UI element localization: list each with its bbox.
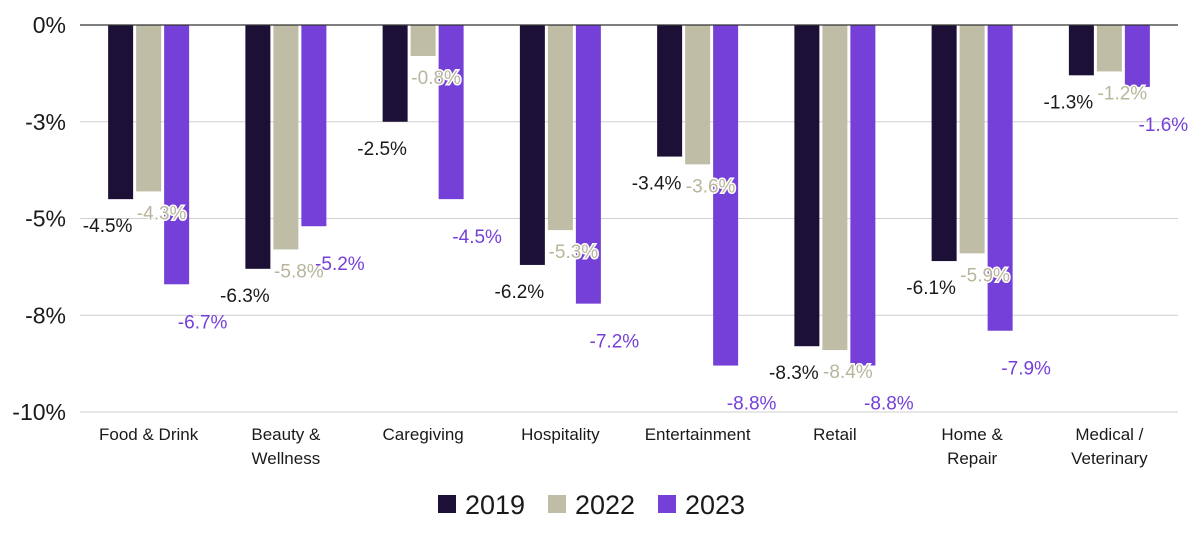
data-label-2022: -4.3%	[137, 203, 187, 224]
x-tick-label: Veterinary	[1071, 449, 1148, 468]
bar-2022-retail	[822, 25, 848, 351]
data-labels: -4.5% -6.3% -2.5% -6.2% -3.4% -8.3% -6.1% -1.3%…	[83, 66, 1189, 415]
data-label-2019: -1.3%	[1044, 92, 1094, 113]
bar-2019-caregiving	[382, 25, 408, 122]
data-label-2023: -7.2%	[590, 332, 640, 353]
data-label-2019: -6.1%	[906, 278, 956, 299]
y-tick-label: -10%	[12, 399, 66, 425]
data-label-2023: -7.9%	[1001, 359, 1051, 380]
y-tick-label: -3%	[25, 109, 66, 135]
bar-2023-food-drink	[164, 25, 190, 285]
bars	[108, 25, 1150, 366]
data-label-2023: -4.5%	[452, 227, 502, 248]
data-label-2023: -5.2%	[315, 254, 365, 275]
legend-label-2023: 2023	[685, 490, 745, 520]
bar-2022-home-repair	[959, 25, 985, 254]
data-label-2023: -8.8%	[727, 394, 777, 415]
x-tick-label: Home &	[941, 425, 1003, 444]
data-label-2019: -6.2%	[495, 282, 545, 303]
data-label-2022: -1.2%	[1098, 83, 1148, 104]
y-axis-tick-labels: 0% -3% -5% -8% -10%	[12, 12, 66, 425]
bar-2023-hospitality	[575, 25, 601, 304]
x-tick-label: Repair	[947, 449, 997, 468]
data-label-2022: -0.8%	[411, 68, 461, 89]
bar-2023-home-repair	[987, 25, 1013, 331]
y-tick-label: -8%	[25, 302, 66, 328]
bar-2019-entertainment	[657, 25, 683, 157]
legend: 2019 2022 2023	[438, 490, 745, 520]
data-label-2022: -5.8%	[274, 261, 324, 282]
data-label-2022: -5.9%	[960, 265, 1010, 286]
y-tick-label: -5%	[25, 206, 66, 232]
legend-swatch-2019	[438, 495, 456, 513]
legend-swatch-2023	[658, 495, 676, 513]
bar-2023-medical-veterinary	[1124, 25, 1150, 87]
data-label-2019: -6.3%	[220, 286, 270, 307]
bar-2019-home-repair	[931, 25, 957, 262]
bar-2023-beauty-wellness	[301, 25, 327, 227]
bar-2022-food-drink	[136, 25, 162, 192]
bar-2022-caregiving	[410, 25, 436, 56]
legend-swatch-2022	[548, 495, 566, 513]
bar-2019-medical-veterinary	[1068, 25, 1094, 76]
data-label-2019: -4.5%	[83, 216, 133, 237]
y-tick-label: 0%	[33, 12, 66, 38]
x-tick-label: Hospitality	[521, 425, 600, 444]
legend-label-2022: 2022	[575, 490, 635, 520]
x-tick-label: Beauty &	[251, 425, 321, 444]
data-label-2019: -8.3%	[769, 363, 819, 384]
data-label-2023: -8.8%	[864, 394, 914, 415]
bar-2022-entertainment	[685, 25, 711, 165]
bar-2019-hospitality	[519, 25, 545, 265]
bar-2022-medical-veterinary	[1096, 25, 1122, 72]
bar-2019-retail	[794, 25, 820, 347]
bar-2022-hospitality	[547, 25, 573, 231]
data-label-2023: -6.7%	[178, 312, 228, 333]
data-label-2023: -1.6%	[1139, 115, 1189, 136]
x-tick-label: Wellness	[252, 449, 321, 468]
data-label-2022: -3.6%	[686, 176, 736, 197]
x-tick-label: Caregiving	[382, 425, 463, 444]
bar-2023-retail	[850, 25, 876, 366]
bar-2019-food-drink	[108, 25, 134, 200]
x-tick-label: Medical /	[1075, 425, 1143, 444]
x-tick-label: Entertainment	[645, 425, 751, 444]
data-label-2019: -2.5%	[357, 139, 407, 160]
data-label-2022: -8.4%	[823, 362, 873, 383]
bar-2023-caregiving	[438, 25, 464, 200]
x-tick-label: Retail	[813, 425, 856, 444]
x-tick-label: Food & Drink	[99, 425, 199, 444]
bar-2022-beauty-wellness	[273, 25, 299, 250]
legend-label-2019: 2019	[465, 490, 525, 520]
bar-2023-entertainment	[713, 25, 739, 366]
x-axis-tick-labels: Food & Drink Beauty & Wellness Caregiving Ho…	[99, 425, 1148, 468]
data-label-2019: -3.4%	[632, 174, 682, 195]
bar-2019-beauty-wellness	[245, 25, 271, 269]
data-label-2022: -5.3%	[549, 242, 599, 263]
